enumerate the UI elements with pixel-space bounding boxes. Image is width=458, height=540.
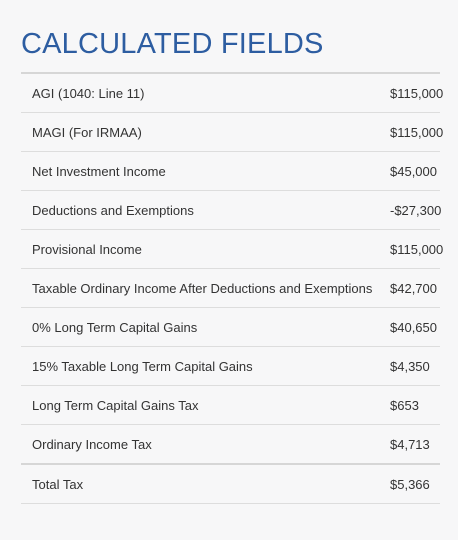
table-row-zero-pct-ltcg: 0% Long Term Capital Gains $40,650 xyxy=(21,307,440,347)
row-label: Taxable Ordinary Income After Deductions… xyxy=(21,268,372,308)
table-row-fifteen-pct-ltcg: 15% Taxable Long Term Capital Gains $4,3… xyxy=(21,346,440,386)
section-title: CALCULATED FIELDS xyxy=(21,28,324,60)
table-row-total-tax: Total Tax $5,366 xyxy=(21,463,440,504)
row-label: 0% Long Term Capital Gains xyxy=(21,307,368,347)
row-value: $40,650 xyxy=(368,307,440,347)
calculated-fields-panel: CALCULATED FIELDS AGI (1040: Line 11) $1… xyxy=(21,0,443,504)
row-label: 15% Taxable Long Term Capital Gains xyxy=(21,346,368,386)
row-value: $115,000 xyxy=(368,112,443,152)
table-row-net-investment-income: Net Investment Income $45,000 xyxy=(21,151,440,191)
row-value: $4,350 xyxy=(368,346,440,386)
row-label: Long Term Capital Gains Tax xyxy=(21,385,368,425)
row-label: Deductions and Exemptions xyxy=(21,190,368,230)
row-value: $115,000 xyxy=(368,73,443,113)
row-label: MAGI (For IRMAA) xyxy=(21,112,368,152)
table-row-taxable-ordinary-income: Taxable Ordinary Income After Deductions… xyxy=(21,268,440,308)
row-value: $115,000 xyxy=(368,229,443,269)
row-value: $45,000 xyxy=(368,151,440,191)
row-label: Total Tax xyxy=(21,463,368,504)
row-value: -$27,300 xyxy=(368,190,441,230)
row-label: AGI (1040: Line 11) xyxy=(21,73,368,113)
table-row-ordinary-income-tax: Ordinary Income Tax $4,713 xyxy=(21,424,440,465)
row-value: $653 xyxy=(368,385,440,425)
table-row-ltcg-tax: Long Term Capital Gains Tax $653 xyxy=(21,385,440,425)
table-row-provisional-income: Provisional Income $115,000 xyxy=(21,229,443,269)
row-label: Net Investment Income xyxy=(21,151,368,191)
row-value: $42,700 xyxy=(368,268,440,308)
table-row-magi: MAGI (For IRMAA) $115,000 xyxy=(21,112,443,152)
row-value: $4,713 xyxy=(368,424,440,465)
calculated-fields-table: AGI (1040: Line 11) $115,000 MAGI (For I… xyxy=(21,72,443,504)
row-label: Ordinary Income Tax xyxy=(21,424,368,465)
table-row-agi: AGI (1040: Line 11) $115,000 xyxy=(21,73,443,113)
table-row-deductions: Deductions and Exemptions -$27,300 xyxy=(21,190,441,230)
row-label: Provisional Income xyxy=(21,229,368,269)
row-value: $5,366 xyxy=(368,463,440,504)
